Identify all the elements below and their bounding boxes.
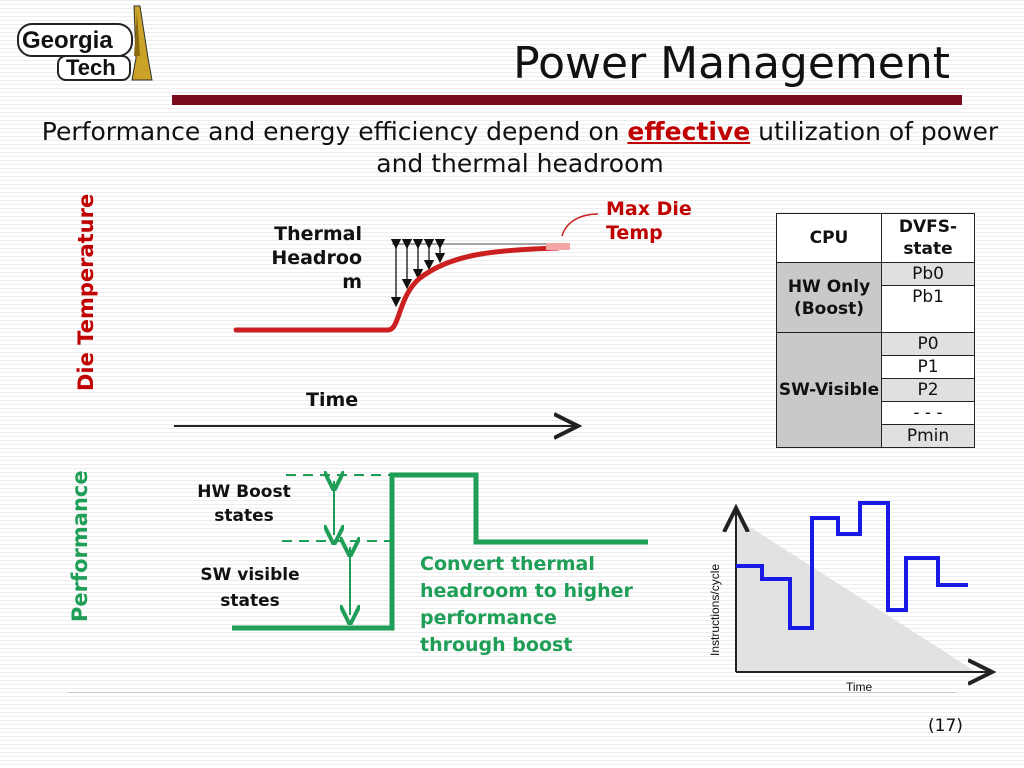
table-row: Pb1 — [777, 285, 975, 333]
time-axis-label: Time — [306, 389, 359, 411]
state-pb0: Pb0 — [881, 262, 975, 286]
title-divider-bar — [172, 95, 962, 105]
die-temperature-curve — [233, 245, 561, 333]
dvfs-state-table: CPU DVFS-state HW Only (Boost) Pb0 Pb1 S… — [776, 213, 975, 448]
state-p0: P0 — [881, 332, 975, 356]
table-row: P2 — [777, 378, 975, 402]
perf-range-arrows — [334, 481, 350, 615]
footer-divider — [68, 692, 956, 693]
state-p2: P2 — [881, 378, 975, 402]
page-number: (17) — [928, 716, 963, 736]
state-ellipsis: - - - — [881, 401, 975, 425]
performance-curve — [232, 472, 648, 631]
table-row: P1 — [777, 355, 975, 379]
header-dvfs-state: DVFS-state — [881, 213, 975, 263]
group-sw-visible: SW-Visible — [776, 332, 882, 448]
max-temp-callout — [561, 213, 599, 237]
subtitle-before: Performance and energy efficiency depend… — [41, 117, 628, 146]
table-row: SW-Visible P0 — [776, 332, 975, 448]
georgia-tech-logo: Georgia Tech — [17, 5, 153, 81]
hw-boost-states-label: HW Boost states — [197, 482, 291, 526]
slide-title: Power Management — [513, 38, 950, 89]
subtitle-highlight: effective — [627, 117, 751, 146]
ipc-axis-label: Instructions/cycle — [708, 563, 722, 657]
state-pmin: Pmin — [881, 424, 975, 448]
state-pb1: Pb1 — [881, 285, 975, 333]
ipc-series-line — [736, 501, 968, 630]
max-temp-marker — [546, 243, 570, 250]
group-hw-only: HW Only (Boost) — [776, 262, 882, 333]
header-cpu: CPU — [776, 213, 882, 263]
table-row: Pmin — [777, 424, 975, 448]
table-row: HW Only (Boost) Pb0 — [776, 262, 975, 333]
logo-text-georgia: Georgia — [22, 27, 113, 54]
convert-headroom-label: Convert thermal headroom to higher perfo… — [420, 553, 633, 656]
thermal-headroom-label: Thermal Headroo m — [271, 223, 362, 293]
table-header-row: CPU DVFS-state — [776, 213, 975, 263]
max-die-temp-label: Max Die Temp — [606, 198, 692, 244]
table-row: - - - — [777, 401, 975, 425]
state-p1: P1 — [881, 355, 975, 379]
subtitle-after: utilization of power and thermal headroo… — [376, 117, 999, 178]
logo-text-tech: Tech — [66, 55, 116, 80]
ipc-time-label: Time — [846, 680, 873, 694]
slide-subtitle: Performance and energy efficiency depend… — [30, 116, 1010, 180]
ipc-shaded-triangle — [736, 518, 976, 672]
headroom-arrows — [390, 238, 446, 308]
sw-visible-states-label: SW visible states — [200, 565, 300, 611]
